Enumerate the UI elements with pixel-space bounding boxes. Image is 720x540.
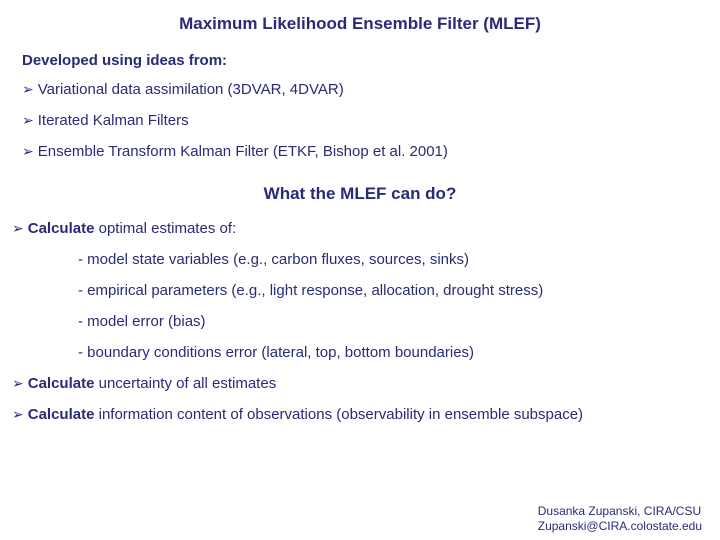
sub-item-model-error: - model error (bias) <box>0 313 720 344</box>
footer-line-author: Dusanka Zupanski, CIRA/CSU <box>538 504 702 519</box>
rest-text: uncertainty of all estimates <box>94 375 276 392</box>
rest-text: information content of observations (obs… <box>94 406 583 423</box>
bullet-arrow-icon: ➢ <box>22 112 34 129</box>
bullet-text: Calculate optimal estimates of: <box>28 220 236 237</box>
footer-attribution: Dusanka Zupanski, CIRA/CSU Zupanski@CIRA… <box>538 504 702 534</box>
bullet-variational: ➢ Variational data assimilation (3DVAR, … <box>0 81 720 112</box>
bullet-text: Variational data assimilation (3DVAR, 4D… <box>38 81 344 98</box>
sub-item-boundary: - boundary conditions error (lateral, to… <box>0 344 720 375</box>
page-title: Maximum Likelihood Ensemble Filter (MLEF… <box>0 0 720 52</box>
bullet-text: Iterated Kalman Filters <box>38 112 189 129</box>
bullet-arrow-icon: ➢ <box>12 406 24 423</box>
bullet-iterated-kalman: ➢ Iterated Kalman Filters <box>0 112 720 143</box>
footer-line-email: Zupanski@CIRA.colostate.edu <box>538 519 702 534</box>
rest-text: optimal estimates of: <box>94 220 236 237</box>
bullet-calc-uncertainty: ➢ Calculate uncertainty of all estimates <box>0 375 720 406</box>
bullet-arrow-icon: ➢ <box>12 375 24 392</box>
bold-lead: Calculate <box>28 406 95 423</box>
bullet-calc-info-content: ➢ Calculate information content of obser… <box>0 406 720 437</box>
bold-lead: Calculate <box>28 220 95 237</box>
section-cando-heading: What the MLEF can do? <box>0 174 720 220</box>
sub-item-model-state: - model state variables (e.g., carbon fl… <box>0 251 720 282</box>
bullet-text: Calculate uncertainty of all estimates <box>28 375 276 392</box>
section-developed-heading: Developed using ideas from: <box>0 52 720 81</box>
bold-lead: Calculate <box>28 375 95 392</box>
bullet-calc-optimal: ➢ Calculate optimal estimates of: <box>0 220 720 251</box>
bullet-text: Ensemble Transform Kalman Filter (ETKF, … <box>38 143 448 160</box>
bullet-arrow-icon: ➢ <box>12 220 24 237</box>
bullet-arrow-icon: ➢ <box>22 81 34 98</box>
sub-item-empirical: - empirical parameters (e.g., light resp… <box>0 282 720 313</box>
bullet-text: Calculate information content of observa… <box>28 406 583 423</box>
bullet-arrow-icon: ➢ <box>22 143 34 160</box>
bullet-etkf: ➢ Ensemble Transform Kalman Filter (ETKF… <box>0 143 720 174</box>
